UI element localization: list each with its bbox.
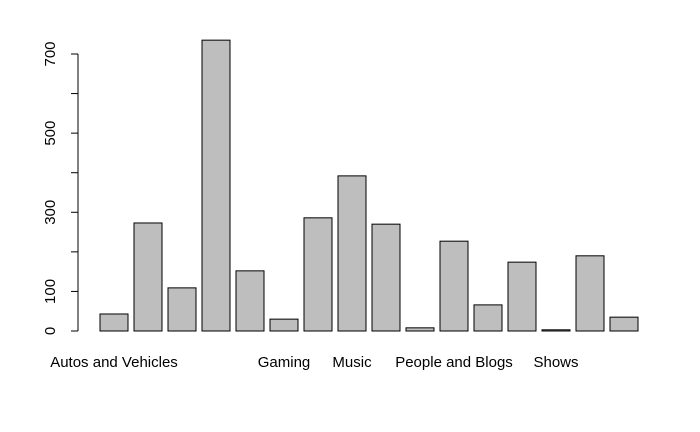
bar bbox=[99, 313, 129, 332]
y-tick-label: 0 bbox=[42, 327, 59, 335]
x-tick-label: Autos and Vehicles bbox=[50, 354, 178, 371]
x-tick-label: Shows bbox=[533, 354, 578, 371]
bar bbox=[507, 261, 537, 332]
bar bbox=[371, 223, 401, 332]
bar bbox=[201, 39, 231, 332]
bar bbox=[405, 327, 435, 332]
y-tick-label: 300 bbox=[42, 200, 59, 225]
bar bbox=[133, 222, 163, 332]
x-tick-label: Music bbox=[332, 354, 372, 371]
bar bbox=[269, 318, 299, 332]
y-tick-label: 700 bbox=[42, 41, 59, 66]
bar bbox=[609, 316, 639, 332]
bar bbox=[303, 217, 333, 332]
bar bbox=[575, 255, 605, 332]
bar bbox=[541, 329, 571, 332]
x-tick-label: People and Blogs bbox=[395, 354, 513, 371]
bar bbox=[337, 175, 367, 332]
y-tick-label: 100 bbox=[42, 279, 59, 304]
bar bbox=[439, 240, 469, 332]
bar bbox=[235, 270, 265, 332]
y-tick-label: 500 bbox=[42, 121, 59, 146]
bar bbox=[473, 304, 503, 332]
x-tick-label: Gaming bbox=[258, 354, 311, 371]
bar bbox=[167, 287, 197, 332]
